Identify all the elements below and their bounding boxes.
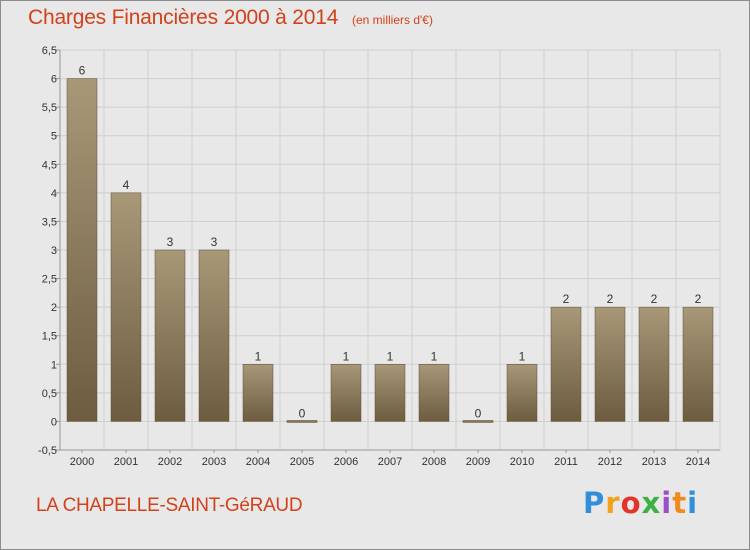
chart-title: Charges Financières 2000 à 2014 (28, 6, 339, 29)
data-label: 2 (651, 292, 658, 306)
x-tick-label: 2006 (334, 456, 358, 468)
data-label: 3 (167, 235, 174, 249)
logo-letter: r (605, 486, 621, 520)
y-tick-label: 0 (51, 416, 57, 428)
y-tick-label: 3 (51, 245, 57, 257)
y-tick-label: -0,5 (38, 445, 57, 457)
bar-2000 (66, 78, 98, 422)
bar-2003 (198, 249, 230, 422)
data-labels: 6 4 3 3 1 0 1 1 1 0 1 2 2 2 2 (79, 64, 702, 421)
bar-2007 (374, 364, 406, 422)
data-label: 6 (79, 64, 86, 78)
bar-2008 (418, 364, 450, 422)
x-tick-label: 2008 (422, 456, 446, 468)
x-tick-label: 2000 (70, 456, 94, 468)
y-tick-label: 5 (51, 131, 57, 143)
axes (56, 49, 720, 453)
bar-2002 (154, 249, 186, 422)
x-tick-label: 2010 (510, 456, 534, 468)
data-label: 4 (123, 178, 130, 192)
y-tick-label: 2,5 (42, 274, 57, 286)
x-tick-labels: 2000 2001 2002 2003 2004 2005 2006 2007 2008 2009… (70, 456, 710, 468)
logo-letter: x (641, 486, 662, 520)
x-tick-label: 2013 (642, 456, 666, 468)
bar-2005 (286, 420, 318, 423)
chart-subtitle: (en milliers d'€) (352, 13, 433, 27)
bar-2001 (110, 192, 142, 422)
commune-name: LA CHAPELLE-SAINT-GéRAUD (36, 495, 303, 516)
data-label: 1 (387, 349, 394, 363)
bar-2004 (242, 364, 274, 422)
bar-2013 (638, 306, 670, 422)
x-tick-label: 2007 (378, 456, 402, 468)
x-tick-label: 2009 (466, 456, 490, 468)
x-tick-label: 2012 (598, 456, 622, 468)
logo-letter: t (672, 486, 688, 520)
bars (66, 78, 714, 423)
data-label: 0 (299, 406, 306, 420)
bar-2006 (330, 364, 362, 422)
y-tick-label: 2 (51, 302, 57, 314)
logo-letter: i (687, 486, 699, 520)
y-tick-label: 1,5 (42, 331, 57, 343)
data-label: 1 (255, 349, 262, 363)
bar-2011 (550, 306, 582, 422)
x-tick-label: 2002 (158, 456, 182, 468)
data-label: 2 (607, 292, 614, 306)
data-label: 2 (563, 292, 570, 306)
x-tick-label: 2011 (554, 456, 578, 468)
y-tick-label: 4,5 (42, 159, 57, 171)
y-tick-label: 0,5 (42, 388, 57, 400)
x-tick-label: 2014 (686, 456, 710, 468)
data-label: 2 (695, 292, 702, 306)
data-label: 1 (431, 349, 438, 363)
bar-2010 (506, 364, 538, 422)
bar-2014 (682, 306, 714, 422)
x-tick-label: 2001 (114, 456, 138, 468)
data-label: 3 (211, 235, 218, 249)
bar-2012 (594, 306, 626, 422)
x-tick-label: 2005 (290, 456, 314, 468)
y-tick-label: 3,5 (42, 216, 57, 228)
logo-letter: o (620, 486, 642, 520)
x-tick-label: 2004 (246, 456, 270, 468)
y-tick-label: 6,5 (42, 45, 57, 57)
proxiti-logo[interactable]: Proxiti (583, 486, 698, 520)
logo-letter: P (583, 486, 606, 520)
y-tick-label: 6 (51, 74, 57, 86)
y-tick-label: 5,5 (42, 102, 57, 114)
logo-letter: i (661, 486, 673, 520)
y-tick-label: 4 (51, 188, 57, 200)
y-tick-label: 1 (51, 359, 57, 371)
data-label: 1 (519, 349, 526, 363)
data-label: 0 (475, 406, 482, 420)
bar-2009 (462, 420, 494, 423)
data-label: 1 (343, 349, 350, 363)
x-tick-label: 2003 (202, 456, 226, 468)
y-tick-labels: -0,5 0 0,5 1 1,5 2 2,5 3 3,5 4 4,5 5 5,5 6 6,5 (38, 45, 57, 457)
